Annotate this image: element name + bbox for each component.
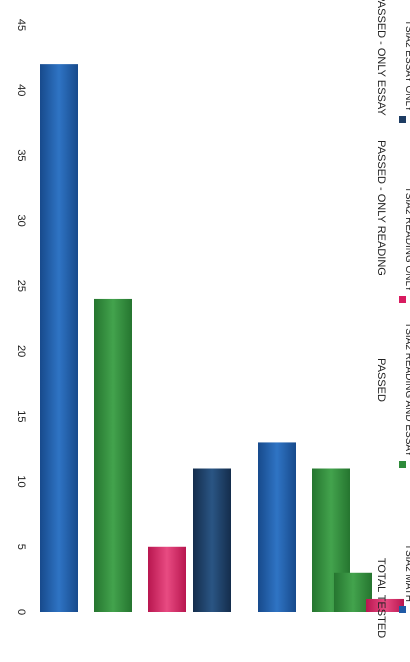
- legend-swatch: [399, 116, 406, 123]
- legend-label: TSIA2 ESSAY ONLY: [403, 20, 410, 113]
- bar-0-1: [94, 298, 132, 612]
- y-tick-label: 25: [15, 280, 27, 292]
- bar-1-0: [258, 442, 296, 612]
- legend-swatch: [399, 606, 406, 613]
- category-label: PASSED: [375, 358, 387, 402]
- y-tick-label: 30: [15, 215, 27, 227]
- y-tick-label: 10: [15, 475, 27, 487]
- category-label: PASSED - ONLY READING: [375, 140, 387, 276]
- y-tick-label: 45: [15, 19, 27, 31]
- legend-label: TSIA2 MATH: [403, 544, 410, 602]
- legend-label: TSIA2 READING ONLY: [403, 187, 410, 293]
- bar-0-3: [193, 468, 231, 612]
- y-tick-label: 5: [15, 544, 27, 550]
- y-tick-label: 20: [15, 345, 27, 357]
- category-label: PASSED - ONLY ESSAY: [375, 0, 387, 116]
- bar-0-0: [40, 64, 78, 613]
- y-tick-label: 35: [15, 149, 27, 161]
- legend-swatch: [399, 296, 406, 303]
- bar-3-1: [334, 572, 372, 612]
- category-label: TOTAL TESTED: [375, 558, 387, 638]
- y-tick-label: 0: [15, 609, 27, 615]
- bar-1-2: [366, 598, 404, 612]
- legend-swatch: [399, 461, 406, 468]
- bar-0-2: [148, 546, 186, 612]
- y-tick-label: 15: [15, 410, 27, 422]
- legend-label: TSIA2 READING AND ESSAY: [403, 322, 410, 457]
- y-tick-label: 40: [15, 84, 27, 96]
